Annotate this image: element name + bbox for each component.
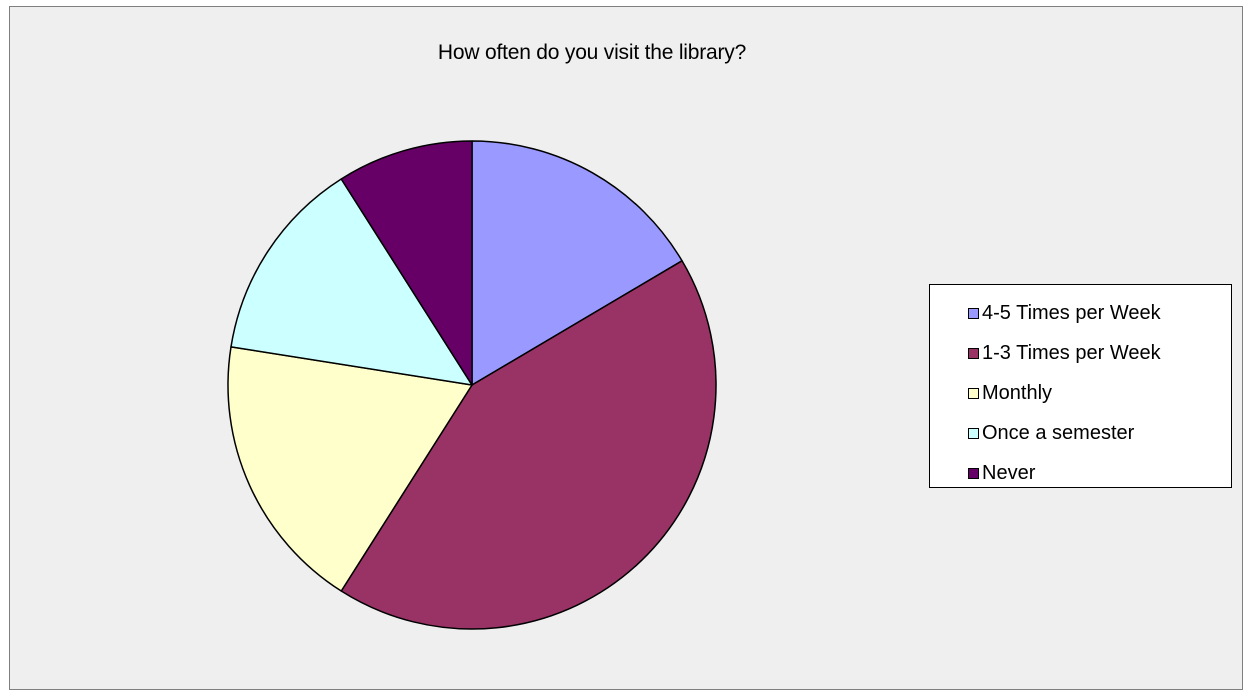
legend: 4-5 Times per Week 1-3 Times per Week Mont… <box>929 284 1232 488</box>
legend-label: 1-3 Times per Week <box>982 341 1161 364</box>
legend-swatch <box>968 307 979 319</box>
pie-slice-monthly <box>227 346 473 592</box>
chart-area: How often do you visit the library? 4-5 … <box>9 6 1243 690</box>
legend-swatch <box>968 467 979 479</box>
legend-item: Never <box>930 453 1231 493</box>
legend-label: Never <box>982 461 1036 484</box>
pie-chart <box>227 140 717 630</box>
chart-title: How often do you visit the library? <box>437 41 747 64</box>
legend-swatch <box>968 347 979 359</box>
legend-label: Monthly <box>982 381 1053 404</box>
legend-swatch <box>968 427 979 439</box>
pie-slice-never <box>340 140 473 386</box>
pie-slice-once-a-semester <box>230 178 473 386</box>
legend-item: Monthly <box>930 373 1231 413</box>
legend-swatch <box>968 387 979 399</box>
legend-item: 4-5 Times per Week <box>930 293 1231 333</box>
legend-label: Once a semester <box>982 421 1135 444</box>
pie-slice-1-3-times-per-week <box>340 260 717 630</box>
legend-item: 1-3 Times per Week <box>930 333 1231 373</box>
legend-label: 4-5 Times per Week <box>982 301 1161 324</box>
legend-item: Once a semester <box>930 413 1231 453</box>
pie-slice-4-5-times-per-week <box>471 140 683 386</box>
